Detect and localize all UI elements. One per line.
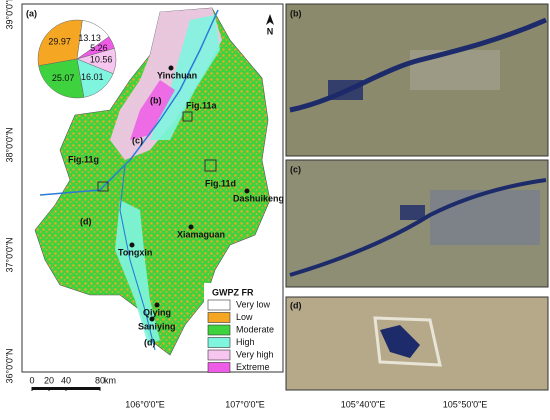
lon-label: 107°0'0"E xyxy=(225,399,265,409)
pond xyxy=(380,325,420,358)
photo-c xyxy=(285,159,549,288)
scale-bar xyxy=(32,387,100,390)
place-label: Qiying xyxy=(143,307,171,317)
lon-label: 105°50'0"E xyxy=(443,399,488,409)
place-dot xyxy=(129,242,135,248)
photo-b xyxy=(285,3,549,157)
photo-d xyxy=(285,296,549,391)
panel-label: (a) xyxy=(26,8,37,18)
scale-label: 80 xyxy=(95,375,105,385)
legend-swatch xyxy=(207,299,231,311)
pie-wedge xyxy=(38,58,85,99)
legend-label: Extreme xyxy=(236,362,270,372)
salt-flat xyxy=(373,316,442,367)
photo-patch xyxy=(410,50,500,90)
place-label: Tongxin xyxy=(118,247,152,257)
pie-wedge xyxy=(37,19,83,67)
legend-label: High xyxy=(236,337,255,347)
legend-swatch xyxy=(207,362,231,373)
inset-label: (d) xyxy=(144,337,156,347)
legend-title: GWPZ FR xyxy=(212,287,254,297)
legend-label: Very low xyxy=(236,299,271,309)
legend-swatch xyxy=(207,324,231,336)
fig-label: Fig.11d xyxy=(205,178,236,188)
lat-label: 38°0'0"N xyxy=(4,127,14,162)
lat-label: 36°0'0"N xyxy=(4,348,14,383)
place-label: Dashuikeng xyxy=(233,193,284,203)
pond xyxy=(400,205,425,220)
panel-label: (b) xyxy=(290,8,302,18)
legend-label: Very high xyxy=(236,349,274,359)
inset-label: (c) xyxy=(132,135,143,145)
fig-label: Fig.11g xyxy=(68,154,99,164)
legend-swatch xyxy=(207,337,231,348)
scale-label: 0 xyxy=(29,375,34,385)
photo-patch xyxy=(430,190,540,245)
pie-label: 13.13 xyxy=(78,33,101,43)
place-label: Xiamaguan xyxy=(177,229,225,239)
panel-label: (c) xyxy=(290,164,301,174)
place-label: Yinchuan xyxy=(157,70,197,80)
yellow-river xyxy=(39,9,219,196)
high-corridor xyxy=(115,200,160,345)
fig11d-box xyxy=(204,159,217,172)
place-dot xyxy=(168,65,174,71)
pie-label: 16.01 xyxy=(81,72,104,82)
north-label: N xyxy=(267,26,274,36)
lat-label: 39°0'0"N xyxy=(4,0,14,30)
fig-label: Fig.11a xyxy=(186,100,218,110)
place-dot xyxy=(154,302,160,308)
pie-label: 5.26 xyxy=(90,43,108,53)
inset-label: (d) xyxy=(80,216,92,226)
pond xyxy=(328,80,363,100)
panel-label: (d) xyxy=(290,300,302,310)
place-dot xyxy=(188,224,194,230)
scale-unit: km xyxy=(104,375,116,385)
fig11a-box xyxy=(182,111,193,122)
river xyxy=(289,178,547,277)
legend-swatch xyxy=(207,349,231,361)
legend-swatch xyxy=(207,312,231,323)
scale-label: 20 xyxy=(44,375,54,385)
scale-label: 40 xyxy=(61,375,71,385)
pie-label: 25.07 xyxy=(52,73,75,83)
lon-label: 106°0'0"E xyxy=(125,399,165,409)
legend-label: Low xyxy=(236,312,253,322)
fig11g-box xyxy=(97,181,109,192)
north-arrow xyxy=(266,14,274,25)
place-label: Saniying xyxy=(138,321,176,331)
pie-label: 29.97 xyxy=(48,37,71,47)
place-dot xyxy=(149,316,155,322)
lat-label: 37°0'0"N xyxy=(4,237,14,272)
legend-label: Moderate xyxy=(236,324,274,334)
inset-label: (b) xyxy=(150,95,162,105)
extreme-zone xyxy=(130,80,175,140)
pie-label: 10.56 xyxy=(90,55,113,65)
lon-label: 105°40'0"E xyxy=(341,399,386,409)
qingshui-river xyxy=(119,164,156,351)
place-dot xyxy=(244,188,250,194)
